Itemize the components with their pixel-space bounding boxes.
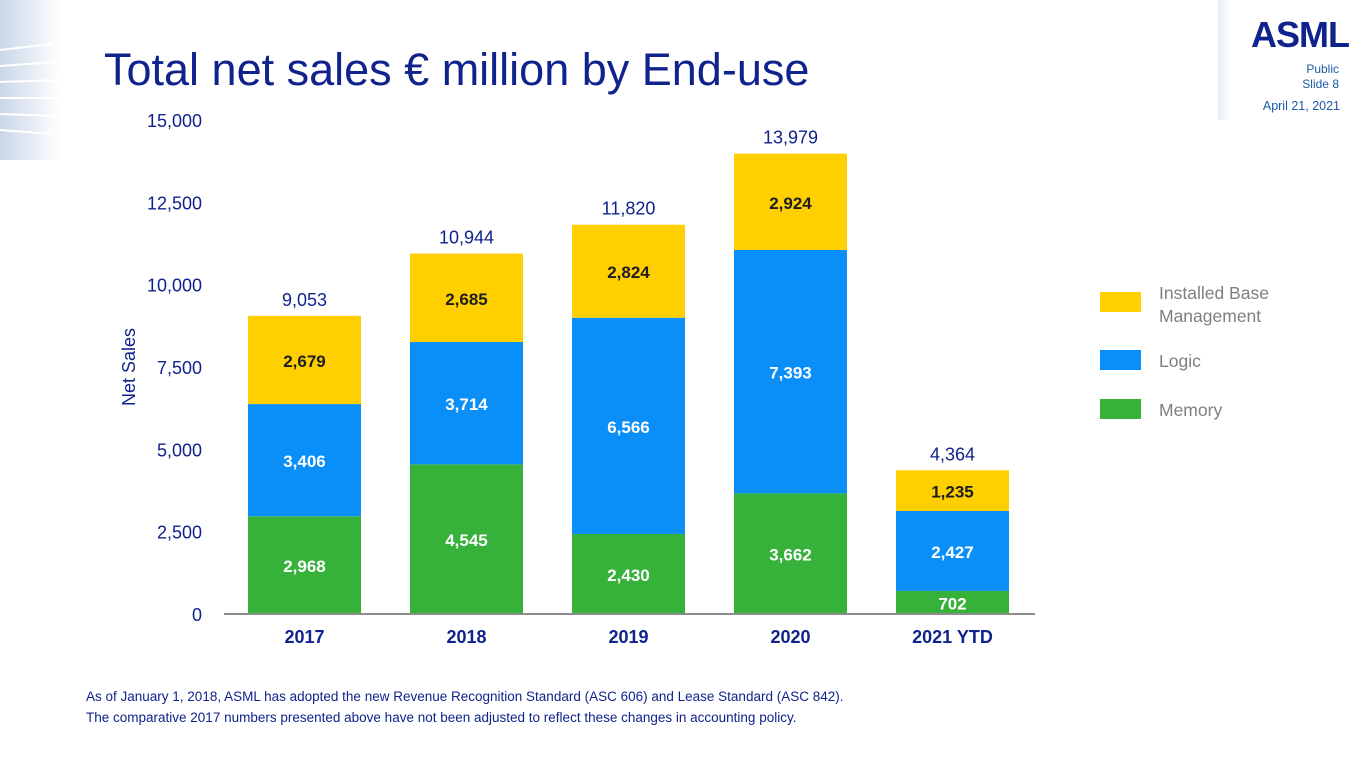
bar-value-label: 2,924 xyxy=(769,194,812,213)
y-tick-label: 0 xyxy=(192,605,202,625)
bar-memory xyxy=(734,493,847,614)
bar-installed-base-management xyxy=(734,153,847,250)
bar-total-label: 13,979 xyxy=(763,128,818,148)
x-tick-label: 2021 YTD xyxy=(912,627,993,647)
bar-value-label: 4,545 xyxy=(445,531,488,550)
footnote-line-1: As of January 1, 2018, ASML has adopted … xyxy=(86,689,844,704)
bar-value-label: 7,393 xyxy=(769,364,812,383)
bar-logic xyxy=(410,342,523,465)
x-tick-label: 2020 xyxy=(770,627,810,647)
y-tick-label: 2,500 xyxy=(157,523,202,543)
slide-number: Slide 8 xyxy=(1302,77,1339,91)
x-tick-label: 2017 xyxy=(284,627,324,647)
y-tick-label: 10,000 xyxy=(147,276,202,296)
legend-label-memory: Memory xyxy=(1159,400,1223,420)
bar-value-label: 702 xyxy=(938,594,966,613)
legend-swatch-installed-base xyxy=(1100,292,1141,312)
y-tick-label: 15,000 xyxy=(147,111,202,131)
bar-value-label: 3,662 xyxy=(769,546,812,565)
y-axis-label: Net Sales xyxy=(119,328,139,406)
bar-total-label: 10,944 xyxy=(439,228,494,248)
legend-item-installed-base: Installed Base Management xyxy=(1100,282,1269,328)
x-tick-label: 2018 xyxy=(446,627,486,647)
bar-installed-base-management xyxy=(896,470,1009,511)
footnote-line-2: The comparative 2017 numbers presented a… xyxy=(86,710,797,725)
bar-logic xyxy=(572,317,685,534)
bar-value-label: 2,968 xyxy=(283,557,326,576)
bar-value-label: 6,566 xyxy=(607,418,650,437)
footnote: As of January 1, 2018, ASML has adopted … xyxy=(86,686,843,728)
legend-item-memory: Memory xyxy=(1100,389,1222,422)
legend-swatch-memory xyxy=(1100,399,1141,419)
classification-label: Public xyxy=(1306,62,1339,76)
bar-logic xyxy=(248,404,361,517)
bar-value-label: 2,427 xyxy=(931,543,974,562)
bar-memory xyxy=(896,590,1009,614)
bar-memory xyxy=(248,516,361,614)
bar-memory xyxy=(572,533,685,614)
bar-value-label: 1,235 xyxy=(931,483,974,502)
legend-label-line-1: Installed Base xyxy=(1159,283,1269,303)
bar-value-label: 3,714 xyxy=(445,395,488,414)
bar-total-label: 4,364 xyxy=(930,444,975,464)
bar-value-label: 2,430 xyxy=(607,566,650,585)
bar-value-label: 2,685 xyxy=(445,290,488,309)
y-tick-label: 12,500 xyxy=(147,193,202,213)
bar-logic xyxy=(896,510,1009,591)
x-tick-label: 2019 xyxy=(608,627,648,647)
bar-total-label: 11,820 xyxy=(602,199,656,219)
legend-item-logic: Logic xyxy=(1100,340,1201,373)
bar-installed-base-management xyxy=(410,253,523,343)
bar-value-label: 3,406 xyxy=(283,452,326,471)
stacked-bar-chart: 0 2,500 5,000 7,500 10,000 12,500 15,000 Net Sa… xyxy=(119,111,1035,647)
legend-label-line-2: Management xyxy=(1159,306,1262,326)
corner-decoration xyxy=(0,0,60,160)
y-tick-label: 5,000 xyxy=(157,440,202,460)
bar-installed-base-management xyxy=(572,224,685,318)
slide-title: Total net sales € million by End-use xyxy=(104,44,810,95)
bar-total-label: 9,053 xyxy=(282,290,327,310)
bar-value-label: 2,824 xyxy=(607,263,650,282)
asml-logo: ASML xyxy=(1251,14,1350,55)
bar-installed-base-management xyxy=(248,315,361,405)
legend-label-installed-base: Installed Base Management xyxy=(1159,282,1269,328)
bar-value-label: 2,679 xyxy=(283,352,326,371)
bar-memory xyxy=(410,464,523,614)
legend-swatch-logic xyxy=(1100,350,1141,370)
y-tick-label: 7,500 xyxy=(157,358,202,378)
logo-panel: ASML xyxy=(1218,0,1365,120)
slide-date: April 21, 2021 xyxy=(1262,99,1340,113)
legend-label-logic: Logic xyxy=(1159,351,1201,371)
bar-logic xyxy=(734,249,847,494)
